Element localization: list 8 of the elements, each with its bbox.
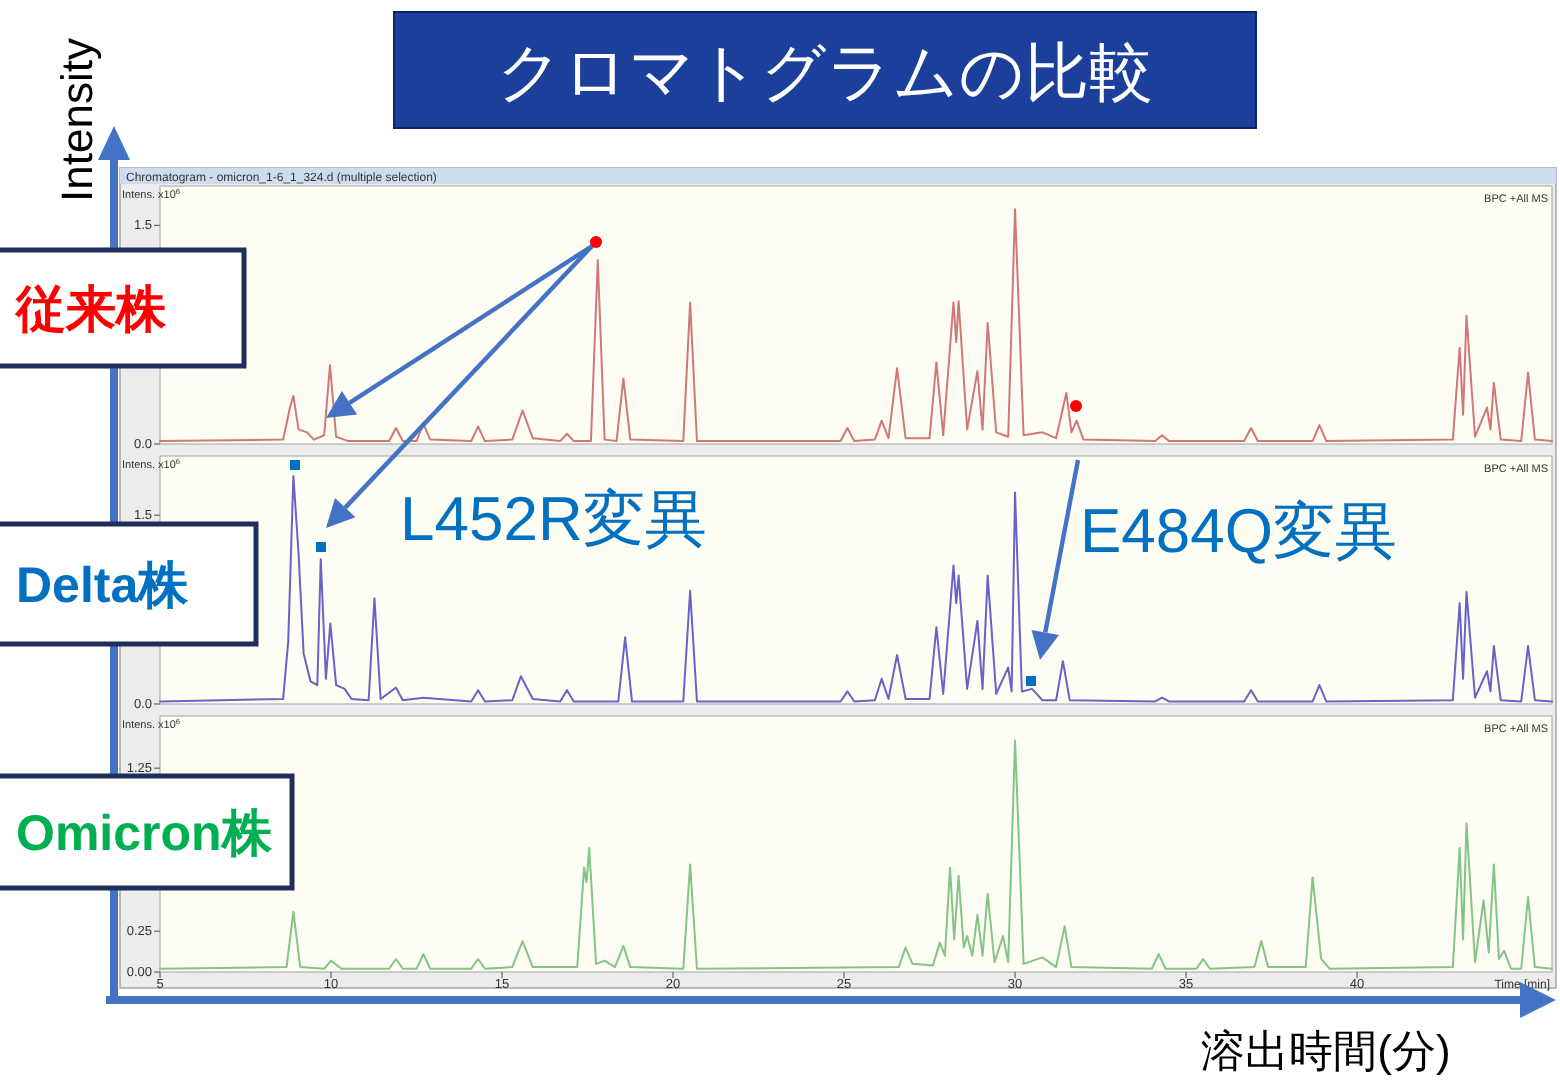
text: Intensity (52, 38, 102, 202)
text: 従来株 (14, 282, 168, 338)
series-label: Delta株 (16, 558, 191, 614)
text: 溶出時間(分) (1201, 1026, 1451, 1076)
chart-title: クロマトグラムの比較 (497, 36, 1153, 108)
annotation: E484Q変異 (1080, 496, 1398, 566)
annotation: L452R変異 (400, 484, 707, 554)
series-label: Omicron株 (16, 806, 274, 862)
